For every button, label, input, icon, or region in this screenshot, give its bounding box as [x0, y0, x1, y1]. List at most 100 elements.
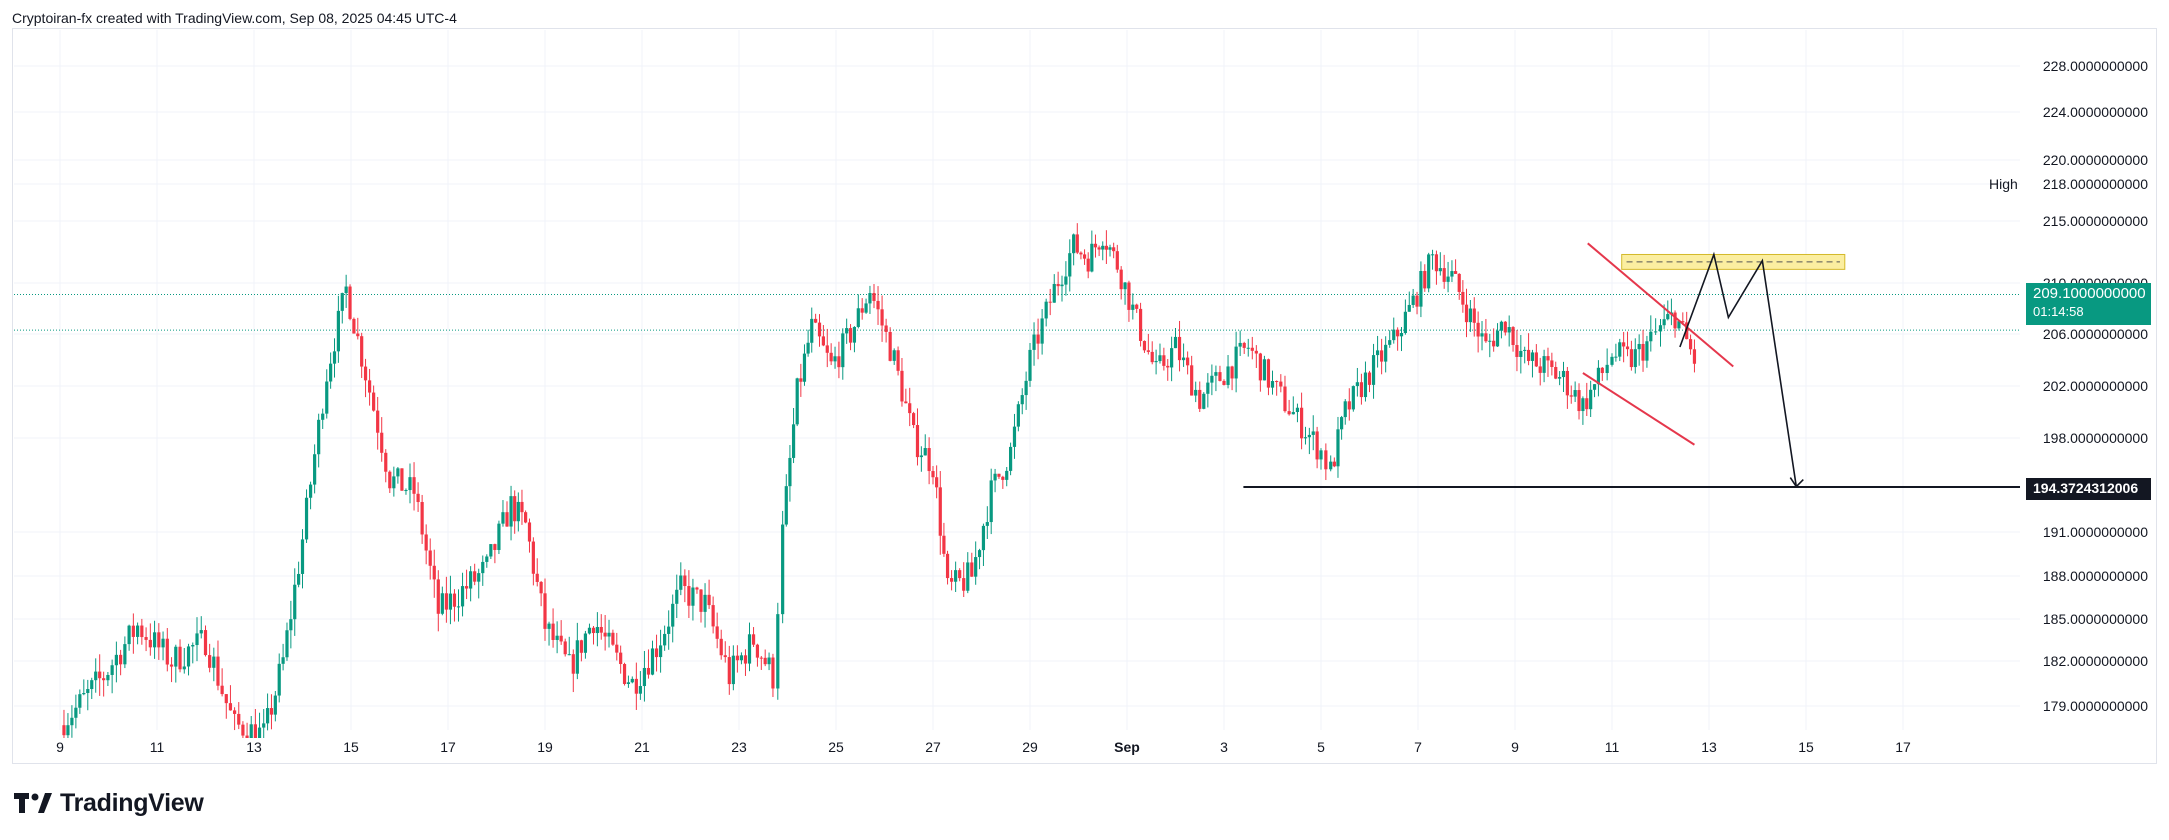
- candle-body: [277, 663, 281, 696]
- candle-body: [1472, 308, 1476, 323]
- candle-body: [1012, 426, 1017, 447]
- candle-body: [1266, 359, 1271, 388]
- candle-body: [444, 593, 448, 610]
- candle-body: [699, 589, 703, 612]
- y-tick-label: 220.0000000000: [2043, 152, 2148, 168]
- candle-body: [559, 635, 563, 642]
- candle-body: [607, 632, 611, 637]
- candle-body: [396, 468, 400, 477]
- candle-body: [1170, 348, 1174, 368]
- candle-body: [1024, 380, 1028, 396]
- x-tick-label: 11: [150, 739, 165, 755]
- candle-body: [356, 333, 360, 337]
- projection-path: [1679, 251, 1798, 487]
- candle-body: [567, 654, 571, 656]
- candle-body: [555, 635, 559, 640]
- target-zone: [1621, 253, 1846, 270]
- candle-body: [372, 392, 376, 411]
- candle-body: [1262, 359, 1267, 381]
- x-tick-label: 9: [1511, 739, 1519, 755]
- candle-body: [289, 619, 293, 631]
- x-tick-label: 23: [731, 739, 747, 755]
- candle-body: [1614, 356, 1618, 358]
- candle-body: [1534, 352, 1538, 367]
- candle-body: [1242, 342, 1246, 348]
- candle-body: [1434, 254, 1439, 272]
- candle-body: [1461, 291, 1465, 305]
- candle-body: [1427, 254, 1431, 289]
- candle-body: [1618, 342, 1622, 357]
- candle-body: [1097, 247, 1101, 250]
- candle-body: [1166, 365, 1170, 368]
- candle-body: [481, 561, 485, 574]
- candle-body: [1488, 340, 1492, 342]
- y-tick-label: 215.0000000000: [2043, 213, 2148, 229]
- candle-body: [420, 502, 424, 535]
- candle-body: [1079, 252, 1083, 255]
- candle-body: [317, 419, 321, 455]
- x-tick-label: 15: [343, 739, 359, 755]
- candle-body: [1150, 351, 1154, 363]
- candle-body: [1186, 357, 1190, 366]
- candle-body: [595, 626, 599, 634]
- candle-body: [1131, 304, 1135, 310]
- candle-body: [1645, 341, 1649, 361]
- candle-body: [62, 725, 66, 736]
- candle-body: [1020, 395, 1024, 405]
- x-tick-label: 11: [1605, 739, 1620, 755]
- candle-body: [144, 637, 148, 640]
- candle-body: [966, 562, 970, 591]
- candle-body: [993, 473, 997, 481]
- candle-body: [650, 648, 655, 675]
- candle-body: [98, 671, 102, 679]
- candle-body: [384, 452, 388, 472]
- candle-body: [1001, 476, 1005, 480]
- candle-body: [293, 584, 297, 620]
- candle-body: [1291, 412, 1295, 415]
- candle-body: [1028, 349, 1032, 381]
- candle-body: [1407, 304, 1411, 312]
- candle-body: [1596, 367, 1601, 385]
- tradingview-brand[interactable]: TradingView: [14, 789, 204, 818]
- candle-body: [1190, 365, 1194, 396]
- candle-body: [977, 550, 982, 558]
- candle-body: [958, 570, 962, 579]
- candle-body: [203, 630, 208, 656]
- candle-body: [888, 331, 892, 361]
- candle-body: [473, 571, 477, 582]
- candle-body: [942, 535, 946, 554]
- candle-body: [731, 655, 735, 685]
- candle-body: [852, 326, 857, 343]
- candle-body: [1343, 401, 1347, 418]
- candle-body: [1585, 398, 1589, 410]
- candle-body: [1123, 282, 1127, 290]
- candle-body: [1673, 312, 1677, 329]
- y-tick-label: 188.0000000000: [2043, 568, 2148, 584]
- candle-body: [493, 544, 497, 550]
- candle-body: [1112, 247, 1116, 252]
- candle-body: [919, 455, 923, 458]
- candle-body: [539, 581, 543, 594]
- chart-frame[interactable]: [12, 28, 2157, 764]
- candle-body: [253, 724, 257, 738]
- candle-body: [1275, 381, 1279, 383]
- candle-body: [1135, 304, 1139, 309]
- candle-body: [1336, 429, 1340, 467]
- candle-body: [1558, 377, 1562, 379]
- candle-body: [962, 578, 966, 591]
- candle-body: [563, 641, 567, 655]
- candle-body: [1283, 386, 1287, 412]
- candle-body: [165, 638, 169, 665]
- candle-body: [66, 725, 70, 736]
- candle-body: [1495, 330, 1500, 347]
- candle-body: [711, 605, 715, 627]
- candle-body: [1641, 343, 1645, 361]
- candle-body: [110, 665, 114, 675]
- candle-body: [1457, 273, 1461, 292]
- candle-body: [931, 471, 935, 478]
- candle-body: [1056, 283, 1060, 287]
- candle-body: [1068, 253, 1072, 277]
- candle-body: [199, 630, 203, 634]
- candle-body: [440, 593, 444, 614]
